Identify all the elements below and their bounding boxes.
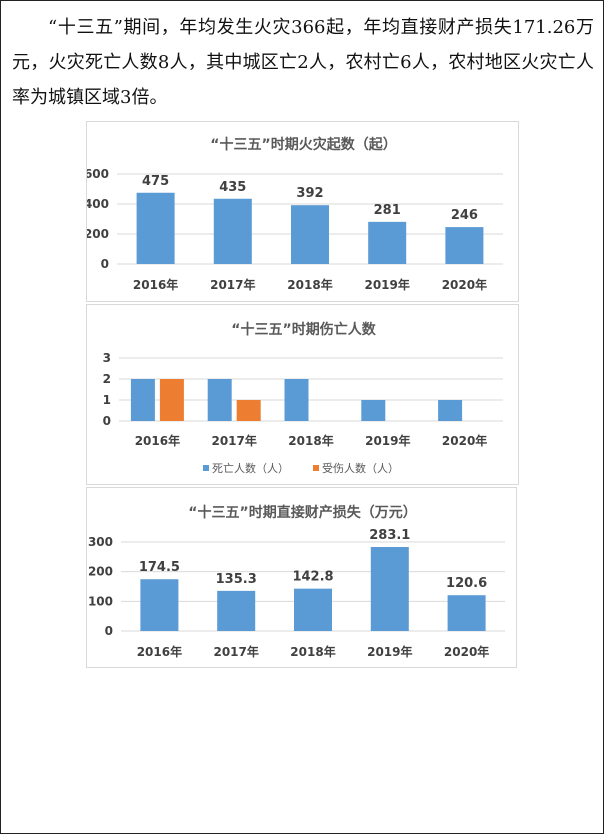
y-tick-label: 300 [88,535,113,549]
data-label: 435 [219,180,246,195]
bar [213,198,252,264]
x-tick-label: 2016年 [133,277,178,292]
bar [136,192,175,264]
x-tick-label: 2019年 [365,433,410,448]
property-loss-chart: “十三五”时期直接财产损失（万元） 0 100 200 300 2016年 2017年 201… [86,487,517,668]
chart-title: “十三五”时期直接财产损失（万元） [188,504,416,521]
casualty-chart: “十三五”时期伤亡人数 0 1 2 3 2016年 2017年 2018年 2019年 2020年… [86,304,519,485]
y-tick-label: 200 [87,227,109,241]
y-tick-label: 3 [103,351,111,365]
chart-title: “十三五”时期火灾起数（起） [210,136,396,153]
data-label: 392 [296,186,323,201]
y-tick-label: 2 [103,372,111,386]
y-tick-label: 100 [88,594,113,608]
y-tick-label: 200 [88,565,113,579]
x-tick-label: 2020年 [442,277,487,292]
casualty-chart-svg: “十三五”时期伤亡人数 0 1 2 3 2016年 2017年 2018年 2019年 2020年… [103,321,503,475]
data-label: 475 [142,174,169,189]
bar [217,590,256,631]
x-tick-label: 2017年 [211,433,256,448]
bar [370,547,409,631]
x-tick-label: 2017年 [210,277,255,292]
y-tick-label: 0 [101,257,109,271]
y-tick-label: 1 [103,393,111,407]
legend-label: 受伤人数（人） [322,462,399,475]
x-tick-label: 2017年 [213,644,258,659]
y-tick-label: 600 [87,167,109,181]
y-tick-label: 0 [105,624,113,638]
bar [294,588,332,631]
bar [447,595,486,631]
data-label: 135.3 [216,572,257,587]
chart-title: “十三五”时期伤亡人数 [231,321,376,338]
x-tick-label: 2020年 [442,433,487,448]
legend-label: 死亡人数（人） [212,461,289,475]
bar [140,579,179,631]
bar [361,400,386,421]
bar [368,221,407,264]
x-tick-label: 2019年 [364,277,409,292]
data-label: 246 [451,208,478,223]
bar [207,379,232,421]
x-tick-label: 2016年 [137,644,182,659]
data-label: 283.1 [369,528,410,543]
data-label: 120.6 [446,576,487,591]
bar [291,205,329,264]
fire-count-chart-svg: “十三五”时期火灾起数（起） 0 200 400 600 2016年 2017年 2018年 2… [87,136,503,292]
intro-paragraph: “十三五”期间，年均发生火灾366起，年均直接财产损失171.26万元，火灾死亡… [12,17,594,108]
y-tick-label: 400 [87,197,109,211]
data-label: 281 [374,203,401,218]
y-tick-label: 0 [103,414,111,428]
legend-swatch [203,465,209,471]
x-tick-label: 2016年 [135,433,180,448]
bar [445,227,484,264]
bar [284,379,309,421]
bar [159,379,184,421]
data-label: 142.8 [292,570,333,585]
property-loss-chart-svg: “十三五”时期直接财产损失（万元） 0 100 200 300 2016年 2017年 201… [88,504,505,659]
bar [130,379,155,421]
bar [236,400,261,421]
x-tick-label: 2018年 [290,644,335,659]
fire-count-chart: “十三五”时期火灾起数（起） 0 200 400 600 2016年 2017年 2018年 2… [86,121,519,302]
x-tick-label: 2018年 [288,433,333,448]
bar [438,400,463,421]
x-tick-label: 2020年 [444,644,489,659]
x-tick-label: 2019年 [367,644,412,659]
x-tick-label: 2018年 [287,277,332,292]
legend-swatch [313,465,319,471]
data-label: 174.5 [139,560,180,575]
